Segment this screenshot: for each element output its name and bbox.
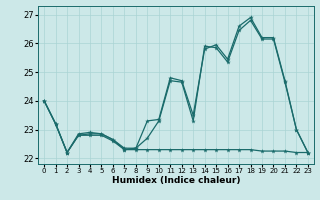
X-axis label: Humidex (Indice chaleur): Humidex (Indice chaleur)	[112, 176, 240, 185]
